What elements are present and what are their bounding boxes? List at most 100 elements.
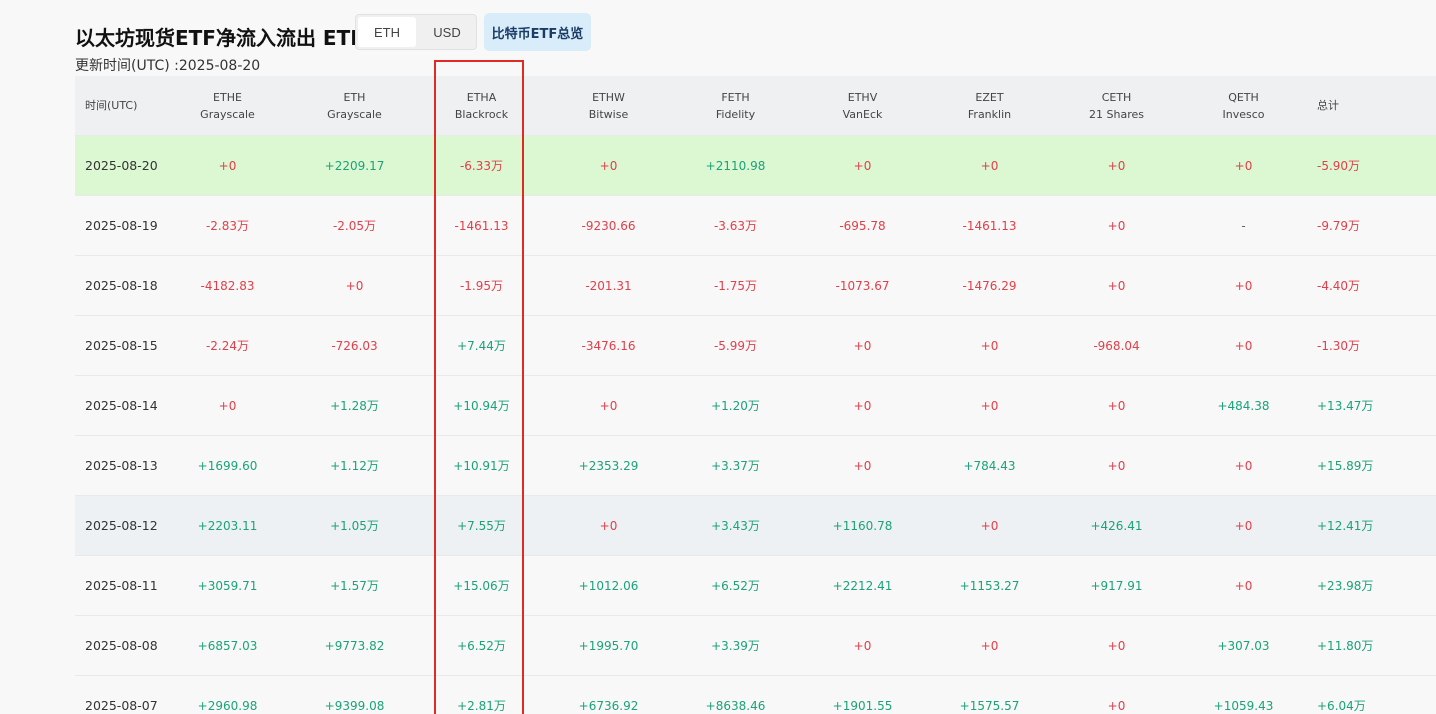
row-flow-value: +10.94万 bbox=[418, 375, 545, 436]
row-flow-value: +2960.98 bbox=[164, 675, 291, 714]
column-header-date: 时间(UTC) bbox=[75, 76, 164, 136]
row-flow-value: -695.78 bbox=[799, 195, 926, 256]
unit-eth-option[interactable]: ETH bbox=[358, 17, 416, 47]
row-flow-value: +1059.43 bbox=[1180, 675, 1307, 714]
column-ticker: ETHA bbox=[466, 90, 497, 104]
row-flow-value: -1.95万 bbox=[418, 255, 545, 316]
row-flow-value: +0 bbox=[799, 615, 926, 676]
row-flow-value: +1.28万 bbox=[291, 375, 418, 436]
row-flow-value: -5.99万 bbox=[672, 315, 799, 376]
column-ticker: CETH bbox=[1101, 90, 1132, 104]
unit-toggle[interactable]: ETH USD bbox=[355, 14, 477, 50]
row-date: 2025-08-11 bbox=[75, 555, 164, 616]
row-total-value: -9.79万 bbox=[1307, 195, 1436, 256]
column-header-qeth: QETH Invesco bbox=[1180, 76, 1307, 136]
row-flow-value: +0 bbox=[799, 315, 926, 376]
row-flow-value: +1575.57 bbox=[926, 675, 1053, 714]
row-flow-value: -2.24万 bbox=[164, 315, 291, 376]
row-flow-value: +784.43 bbox=[926, 435, 1053, 496]
column-issuer: VanEck bbox=[842, 107, 883, 121]
row-flow-value: +0 bbox=[926, 495, 1053, 556]
table-row[interactable]: 2025-08-07 +2960.98 +9399.08 +2.81万 +6736.92… bbox=[75, 675, 1436, 714]
table-row[interactable]: 2025-08-11 +3059.71 +1.57万 +15.06万 +1012.06 +… bbox=[75, 555, 1436, 616]
table-row[interactable]: 2025-08-08 +6857.03 +9773.82 +6.52万 +1995.70… bbox=[75, 615, 1436, 676]
column-issuer: Franklin bbox=[967, 107, 1012, 121]
row-flow-value: +6.52万 bbox=[672, 555, 799, 616]
row-flow-value: +1012.06 bbox=[545, 555, 672, 616]
row-flow-value: +2.81万 bbox=[418, 675, 545, 714]
btc-etf-overview-button[interactable]: 比特币ETF总览 bbox=[484, 13, 591, 51]
row-flow-value: +0 bbox=[164, 375, 291, 436]
column-header-ethv: ETHV VanEck bbox=[799, 76, 926, 136]
row-flow-value: +0 bbox=[545, 135, 672, 196]
column-header-ezet: EZET Franklin bbox=[926, 76, 1053, 136]
column-ticker: ETHW bbox=[592, 90, 625, 104]
row-date: 2025-08-13 bbox=[75, 435, 164, 496]
column-issuer: Grayscale bbox=[200, 107, 255, 121]
column-header-label: 时间(UTC) bbox=[85, 99, 138, 112]
row-date: 2025-08-08 bbox=[75, 615, 164, 676]
row-flow-value: -6.33万 bbox=[418, 135, 545, 196]
unit-usd-option[interactable]: USD bbox=[433, 24, 461, 40]
row-flow-value: -2.05万 bbox=[291, 195, 418, 256]
column-header-ethe: ETHE Grayscale bbox=[164, 76, 291, 136]
row-flow-value: +2110.98 bbox=[672, 135, 799, 196]
row-flow-value: +6736.92 bbox=[545, 675, 672, 714]
row-date: 2025-08-18 bbox=[75, 255, 164, 316]
column-issuer: 21 Shares bbox=[1089, 107, 1144, 121]
table-row[interactable]: 2025-08-18 -4182.83 +0 -1.95万 -201.31 -1.75万 -… bbox=[75, 255, 1436, 316]
row-total-value: +6.04万 bbox=[1307, 675, 1436, 714]
row-date: 2025-08-14 bbox=[75, 375, 164, 436]
row-flow-value: +3.39万 bbox=[672, 615, 799, 676]
table-row[interactable]: 2025-08-19 -2.83万 -2.05万 -1461.13 -9230.66 -3… bbox=[75, 195, 1436, 256]
row-flow-value: +0 bbox=[1053, 435, 1180, 496]
column-header-total: 总计 bbox=[1307, 76, 1436, 136]
row-flow-value: +0 bbox=[926, 375, 1053, 436]
row-flow-value: +1160.78 bbox=[799, 495, 926, 556]
row-flow-value: +0 bbox=[926, 615, 1053, 676]
table-row[interactable]: 2025-08-13 +1699.60 +1.12万 +10.91万 +2353.29 +… bbox=[75, 435, 1436, 496]
row-flow-value: -9230.66 bbox=[545, 195, 672, 256]
etf-flow-table: 时间(UTC) ETHE Grayscale ETH Grayscale ETHA Blac… bbox=[75, 76, 1436, 714]
row-flow-value: +0 bbox=[545, 375, 672, 436]
row-flow-value: +6857.03 bbox=[164, 615, 291, 676]
row-flow-value: +0 bbox=[926, 315, 1053, 376]
row-flow-value: -1461.13 bbox=[418, 195, 545, 256]
row-flow-value: +2212.41 bbox=[799, 555, 926, 616]
row-flow-value: +0 bbox=[1053, 375, 1180, 436]
row-flow-value: +484.38 bbox=[1180, 375, 1307, 436]
table-row[interactable]: 2025-08-15 -2.24万 -726.03 +7.44万 -3476.16 -5.… bbox=[75, 315, 1436, 376]
row-flow-value: +0 bbox=[1180, 555, 1307, 616]
table-row[interactable]: 2025-08-12 +2203.11 +1.05万 +7.55万 +0 +3.43万 +1… bbox=[75, 495, 1436, 556]
row-flow-value: +0 bbox=[291, 255, 418, 316]
row-flow-value: +1699.60 bbox=[164, 435, 291, 496]
row-flow-value: -1073.67 bbox=[799, 255, 926, 316]
row-flow-value: -968.04 bbox=[1053, 315, 1180, 376]
row-total-value: +12.41万 bbox=[1307, 495, 1436, 556]
column-ticker: ETHV bbox=[847, 90, 878, 104]
row-flow-value: +1.12万 bbox=[291, 435, 418, 496]
table-row[interactable]: 2025-08-14 +0 +1.28万 +10.94万 +0 +1.20万 +0 +0 +0 +… bbox=[75, 375, 1436, 436]
row-flow-value: +15.06万 bbox=[418, 555, 545, 616]
column-header-label: 总计 bbox=[1317, 99, 1339, 112]
row-flow-value: -1461.13 bbox=[926, 195, 1053, 256]
row-flow-value: +0 bbox=[1053, 255, 1180, 316]
row-flow-value: -1.75万 bbox=[672, 255, 799, 316]
row-flow-value: +1901.55 bbox=[799, 675, 926, 714]
row-flow-value: - bbox=[1180, 195, 1307, 256]
row-flow-value: +0 bbox=[1053, 195, 1180, 256]
row-flow-value: +0 bbox=[1180, 435, 1307, 496]
row-date: 2025-08-19 bbox=[75, 195, 164, 256]
row-date: 2025-08-20 bbox=[75, 135, 164, 196]
row-flow-value: +0 bbox=[1180, 135, 1307, 196]
row-flow-value: +0 bbox=[1180, 255, 1307, 316]
column-ticker: QETH bbox=[1228, 90, 1259, 104]
row-date: 2025-08-15 bbox=[75, 315, 164, 376]
table-row[interactable]: 2025-08-20 +0 +2209.17 -6.33万 +0 +2110.98 +0 +0… bbox=[75, 135, 1436, 196]
row-flow-value: +0 bbox=[1180, 495, 1307, 556]
column-header-eth: ETH Grayscale bbox=[291, 76, 418, 136]
row-flow-value: +9773.82 bbox=[291, 615, 418, 676]
row-total-value: -4.40万 bbox=[1307, 255, 1436, 316]
row-flow-value: +307.03 bbox=[1180, 615, 1307, 676]
row-flow-value: +0 bbox=[799, 435, 926, 496]
